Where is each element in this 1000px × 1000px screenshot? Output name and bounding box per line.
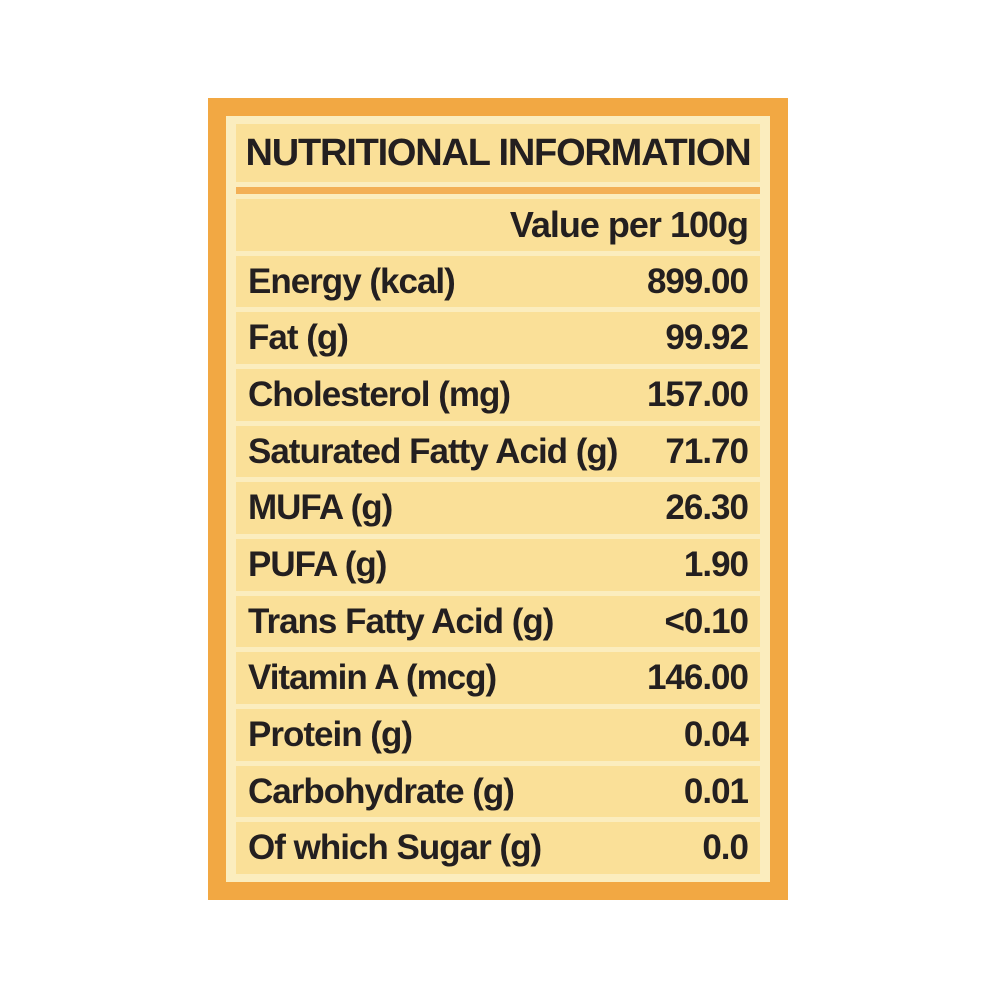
nutrition-row-trans-fatty-acid: Trans Fatty Acid (g) <0.10 [236,595,760,648]
row-value: 1.90 [683,544,749,584]
row-label: MUFA (g) [248,488,393,528]
nutrition-facts-card: NUTRITIONAL INFORMATION Value per 100g E… [208,98,788,900]
nutrition-row-pufa: PUFA (g) 1.90 [236,539,760,591]
nutrition-row-mufa: MUFA (g) 26.30 [236,482,760,535]
row-value: 0.04 [683,714,749,754]
row-value: 99.92 [665,318,749,358]
row-value: 26.30 [665,488,749,528]
row-value: 71.70 [665,431,749,471]
value-per-100g-header: Value per 100g [236,199,760,251]
nutrition-row-vitamin-a: Vitamin A (mcg) 146.00 [236,652,760,705]
row-label: Saturated Fatty Acid (g) [248,431,618,471]
nutrition-row-saturated-fatty-acid: Saturated Fatty Acid (g) 71.70 [236,425,760,478]
nutrition-row-cholesterol: Cholesterol (mg) 157.00 [236,369,760,421]
row-label: Cholesterol (mg) [248,374,511,414]
nutrition-row-carbohydrate: Carbohydrate (g) 0.01 [236,765,760,818]
row-label: Carbohydrate (g) [248,771,515,811]
row-value: 157.00 [646,374,749,414]
row-value: 0.0 [702,828,749,868]
row-label: Vitamin A (mcg) [248,658,497,698]
row-value: 146.00 [646,658,749,698]
row-value: 0.01 [683,771,749,811]
row-label: Energy (kcal) [248,261,456,301]
nutrition-title: NUTRITIONAL INFORMATION [236,124,760,182]
nutrition-row-sugar: Of which Sugar (g) 0.0 [236,822,760,875]
nutrition-title-text: NUTRITIONAL INFORMATION [245,131,751,174]
row-label: Trans Fatty Acid (g) [248,601,554,641]
header-divider-line [236,187,760,194]
row-label: Fat (g) [248,318,349,358]
nutrition-row-protein: Protein (g) 0.04 [236,709,760,761]
nutrition-row-fat: Fat (g) 99.92 [236,312,760,365]
value-per-100g-text: Value per 100g [509,203,749,245]
row-label: Protein (g) [248,714,413,754]
nutrition-row-energy: Energy (kcal) 899.00 [236,255,760,308]
row-value: <0.10 [664,601,749,641]
row-label: Of which Sugar (g) [248,828,542,868]
row-value: 899.00 [646,261,749,301]
row-label: PUFA (g) [248,544,387,584]
